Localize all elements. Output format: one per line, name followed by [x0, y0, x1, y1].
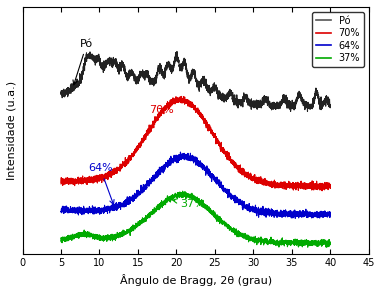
Text: Pó: Pó	[73, 39, 93, 85]
X-axis label: Ângulo de Bragg, 2θ (grau): Ângulo de Bragg, 2θ (grau)	[120, 274, 272, 286]
Text: 70%: 70%	[149, 105, 174, 115]
Legend: Pó, 70%, 64%, 37%: Pó, 70%, 64%, 37%	[312, 12, 364, 67]
Text: 64%: 64%	[88, 163, 114, 205]
Y-axis label: Intensidade (u.a.): Intensidade (u.a.)	[7, 81, 17, 180]
Text: 37%: 37%	[173, 199, 205, 209]
